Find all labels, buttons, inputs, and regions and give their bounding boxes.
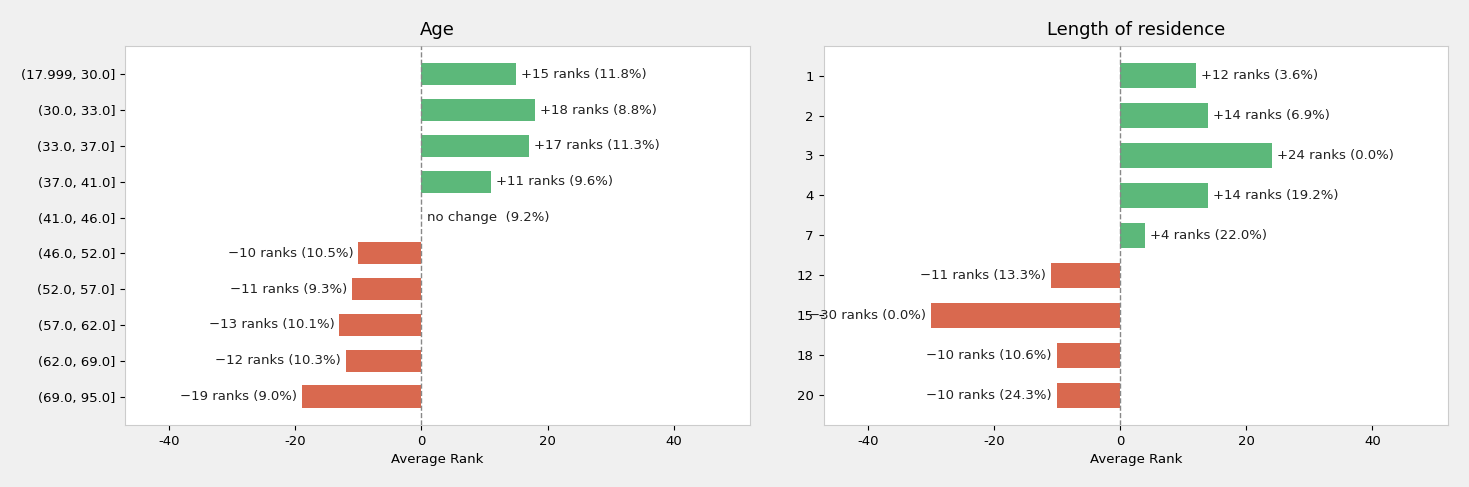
- Title: Length of residence: Length of residence: [1047, 21, 1225, 39]
- Text: −11 ranks (13.3%): −11 ranks (13.3%): [920, 269, 1046, 282]
- Text: +15 ranks (11.8%): +15 ranks (11.8%): [521, 68, 646, 81]
- Text: −11 ranks (9.3%): −11 ranks (9.3%): [229, 282, 347, 296]
- Bar: [1058, 343, 1119, 368]
- Text: −19 ranks (9.0%): −19 ranks (9.0%): [179, 390, 297, 403]
- Text: −13 ranks (10.1%): −13 ranks (10.1%): [209, 318, 335, 332]
- Bar: [1119, 103, 1209, 128]
- Text: +17 ranks (11.3%): +17 ranks (11.3%): [533, 139, 660, 152]
- X-axis label: Average Rank: Average Rank: [391, 453, 483, 466]
- Bar: [422, 99, 535, 121]
- Text: −10 ranks (10.6%): −10 ranks (10.6%): [927, 349, 1052, 362]
- Text: +18 ranks (8.8%): +18 ranks (8.8%): [541, 104, 657, 116]
- Bar: [1050, 263, 1119, 288]
- Bar: [1119, 63, 1196, 88]
- Text: +14 ranks (6.9%): +14 ranks (6.9%): [1213, 109, 1331, 122]
- Bar: [301, 386, 422, 408]
- Bar: [1058, 383, 1119, 408]
- Bar: [1119, 183, 1209, 208]
- Bar: [931, 303, 1119, 328]
- Bar: [422, 170, 491, 193]
- Bar: [422, 135, 529, 157]
- Text: +11 ranks (9.6%): +11 ranks (9.6%): [497, 175, 613, 188]
- Text: +4 ranks (22.0%): +4 ranks (22.0%): [1150, 229, 1268, 242]
- Text: +14 ranks (19.2%): +14 ranks (19.2%): [1213, 189, 1338, 202]
- Bar: [422, 63, 516, 85]
- Text: −10 ranks (24.3%): −10 ranks (24.3%): [927, 389, 1052, 402]
- Bar: [345, 350, 422, 372]
- Text: −10 ranks (10.5%): −10 ranks (10.5%): [228, 247, 354, 260]
- Bar: [1119, 143, 1272, 168]
- Bar: [339, 314, 422, 336]
- Text: −12 ranks (10.3%): −12 ranks (10.3%): [214, 354, 341, 367]
- Bar: [358, 242, 422, 264]
- Text: +24 ranks (0.0%): +24 ranks (0.0%): [1277, 149, 1394, 162]
- Title: Age: Age: [420, 21, 455, 39]
- Text: +12 ranks (3.6%): +12 ranks (3.6%): [1200, 69, 1318, 82]
- X-axis label: Average Rank: Average Rank: [1090, 453, 1183, 466]
- Bar: [1119, 223, 1146, 248]
- Bar: [353, 278, 422, 300]
- Text: −30 ranks (0.0%): −30 ranks (0.0%): [809, 309, 925, 322]
- Text: no change  (9.2%): no change (9.2%): [426, 211, 549, 224]
